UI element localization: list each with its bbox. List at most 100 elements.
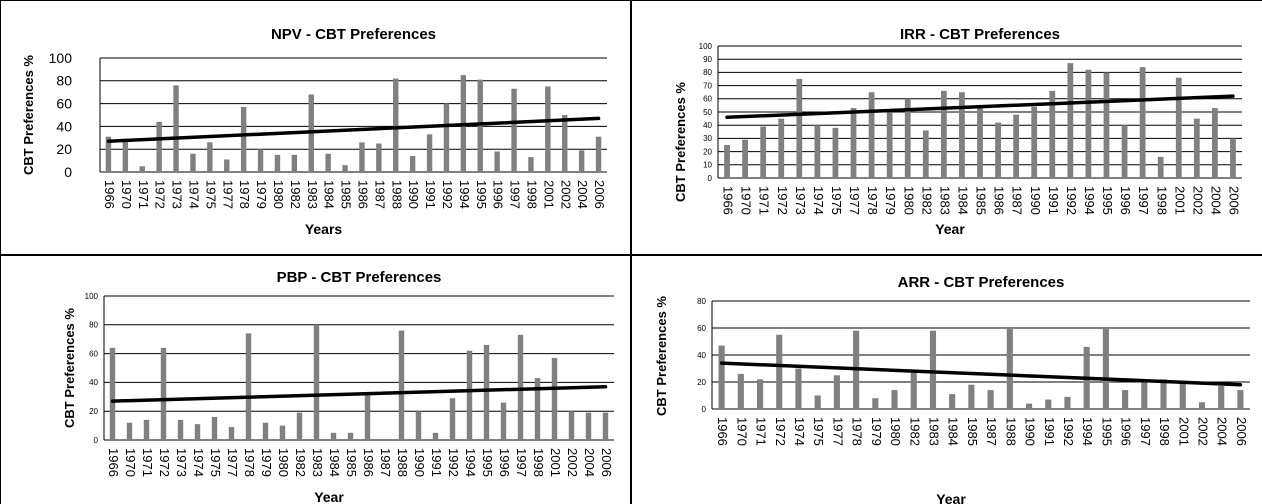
- bar: [534, 378, 541, 440]
- bar: [342, 165, 348, 172]
- bar: [724, 145, 730, 178]
- x-tick-label: 1979: [259, 448, 274, 477]
- x-tick-label: 1994: [1080, 417, 1095, 446]
- x-tick-label: 1986: [361, 448, 376, 477]
- x-tick-label: 2006: [1234, 417, 1249, 446]
- y-tick-label: 40: [697, 351, 706, 360]
- x-tick-label: 2001: [1176, 417, 1191, 446]
- x-tick-label: 1997: [514, 448, 529, 477]
- y-tick-label: 80: [697, 297, 706, 306]
- x-tick-label: 1988: [395, 448, 410, 477]
- x-tick-label: 1971: [757, 186, 772, 215]
- bar: [126, 422, 133, 440]
- x-tick-label: 1970: [119, 180, 134, 209]
- y-tick-label: 20: [697, 378, 706, 387]
- bar: [279, 425, 286, 440]
- x-tick-label: 2006: [1227, 186, 1242, 215]
- y-tick-label: 40: [89, 378, 98, 387]
- x-tick-label: 1990: [406, 180, 421, 209]
- y-tick-label: 40: [703, 121, 712, 130]
- x-tick-label: 1987: [378, 448, 393, 477]
- bar: [194, 424, 201, 440]
- x-tick-label: 1978: [850, 417, 865, 446]
- bar: [376, 143, 382, 172]
- bar: [1139, 67, 1146, 178]
- npv-chart: 0 20 40 60 80 100 1966 1970 1971 1972 1973 1974 1975…: [21, 26, 607, 237]
- x-tick-label: 1975: [203, 180, 218, 209]
- bar: [832, 127, 839, 178]
- x-tick-label: 1983: [310, 448, 325, 477]
- x-tick-label: 1996: [1118, 186, 1133, 215]
- bar: [398, 330, 405, 440]
- x-tick-label: 1991: [1042, 417, 1057, 446]
- x-tick-label: 1984: [327, 448, 342, 477]
- x-tick-label: 1973: [793, 186, 808, 215]
- x-tick-label: 2006: [599, 448, 614, 477]
- x-tick-label: 2002: [1196, 417, 1211, 446]
- x-tick-label: 1970: [734, 417, 749, 446]
- bar: [105, 136, 112, 172]
- y-axis-title: CBT Preferences %: [21, 55, 36, 175]
- bar: [1064, 396, 1071, 409]
- bar: [330, 432, 337, 440]
- bar: [156, 121, 162, 172]
- x-tick-label: 2001: [548, 448, 563, 477]
- y-tick-label: 80: [89, 321, 98, 330]
- x-tick-label: 1985: [974, 186, 989, 215]
- x-tick-label: 1998: [1154, 186, 1169, 215]
- x-tick-label: 1987: [1010, 186, 1025, 215]
- y-tick-label: 0: [64, 164, 72, 180]
- x-tick-label: 2004: [1215, 417, 1230, 446]
- x-tick-label: 1979: [254, 180, 269, 209]
- trendline: [110, 384, 608, 403]
- x-tick-label: 1974: [811, 186, 826, 215]
- x-tick-label: 1994: [1082, 186, 1097, 215]
- x-tick-label: 1986: [356, 180, 371, 209]
- x-tick-label: 1966: [715, 417, 730, 446]
- bar: [393, 78, 399, 172]
- x-tick-label: 1996: [1119, 417, 1134, 446]
- x-tick-label: 1996: [491, 180, 506, 209]
- x-tick-label: 1990: [1028, 186, 1043, 215]
- trendline: [106, 116, 601, 143]
- bar: [850, 108, 857, 178]
- x-tick-label: 2004: [582, 448, 597, 477]
- bar: [1122, 390, 1129, 409]
- bar: [364, 395, 371, 440]
- bar: [595, 136, 602, 172]
- bar: [426, 134, 433, 172]
- x-tick-label: 1992: [446, 448, 461, 477]
- x-tick-label: 1975: [208, 448, 223, 477]
- bar: [443, 103, 450, 172]
- x-tick-label: 1991: [429, 448, 444, 477]
- bar: [494, 151, 500, 172]
- bar: [814, 395, 821, 409]
- bar: [940, 90, 947, 178]
- x-tick-label: 1998: [531, 448, 546, 477]
- bar: [1121, 125, 1128, 178]
- trendline: [725, 94, 1235, 120]
- x-tick-label: 1984: [955, 186, 970, 215]
- x-tick-label: 1982: [293, 448, 308, 477]
- bar: [602, 412, 609, 440]
- x-tick-label: 1992: [1064, 186, 1079, 215]
- bar: [1198, 402, 1206, 409]
- x-tick-label: 1970: [123, 448, 138, 477]
- y-tick-label: 100: [49, 50, 73, 66]
- bar: [1193, 118, 1200, 178]
- bar: [245, 333, 252, 440]
- arr-chart-panel: 0 20 40 60 80 1966 1970 1971 1972 1974 1975 1977 197…: [632, 256, 1262, 504]
- x-tick-label: 1979: [883, 186, 898, 215]
- bar: [1085, 69, 1092, 178]
- x-tick-label: 1997: [1136, 186, 1151, 215]
- y-tick-label: 90: [703, 55, 712, 64]
- x-tick-label: 1972: [157, 448, 172, 477]
- bar: [224, 159, 230, 172]
- x-tick-label: 1990: [1023, 417, 1038, 446]
- x-tick-label: 1977: [225, 448, 240, 477]
- x-tick-label: 1978: [865, 186, 880, 215]
- x-tick-label: 1966: [721, 186, 736, 215]
- bar: [432, 432, 439, 440]
- bar: [995, 122, 1001, 178]
- x-tick-label: 1982: [288, 180, 303, 209]
